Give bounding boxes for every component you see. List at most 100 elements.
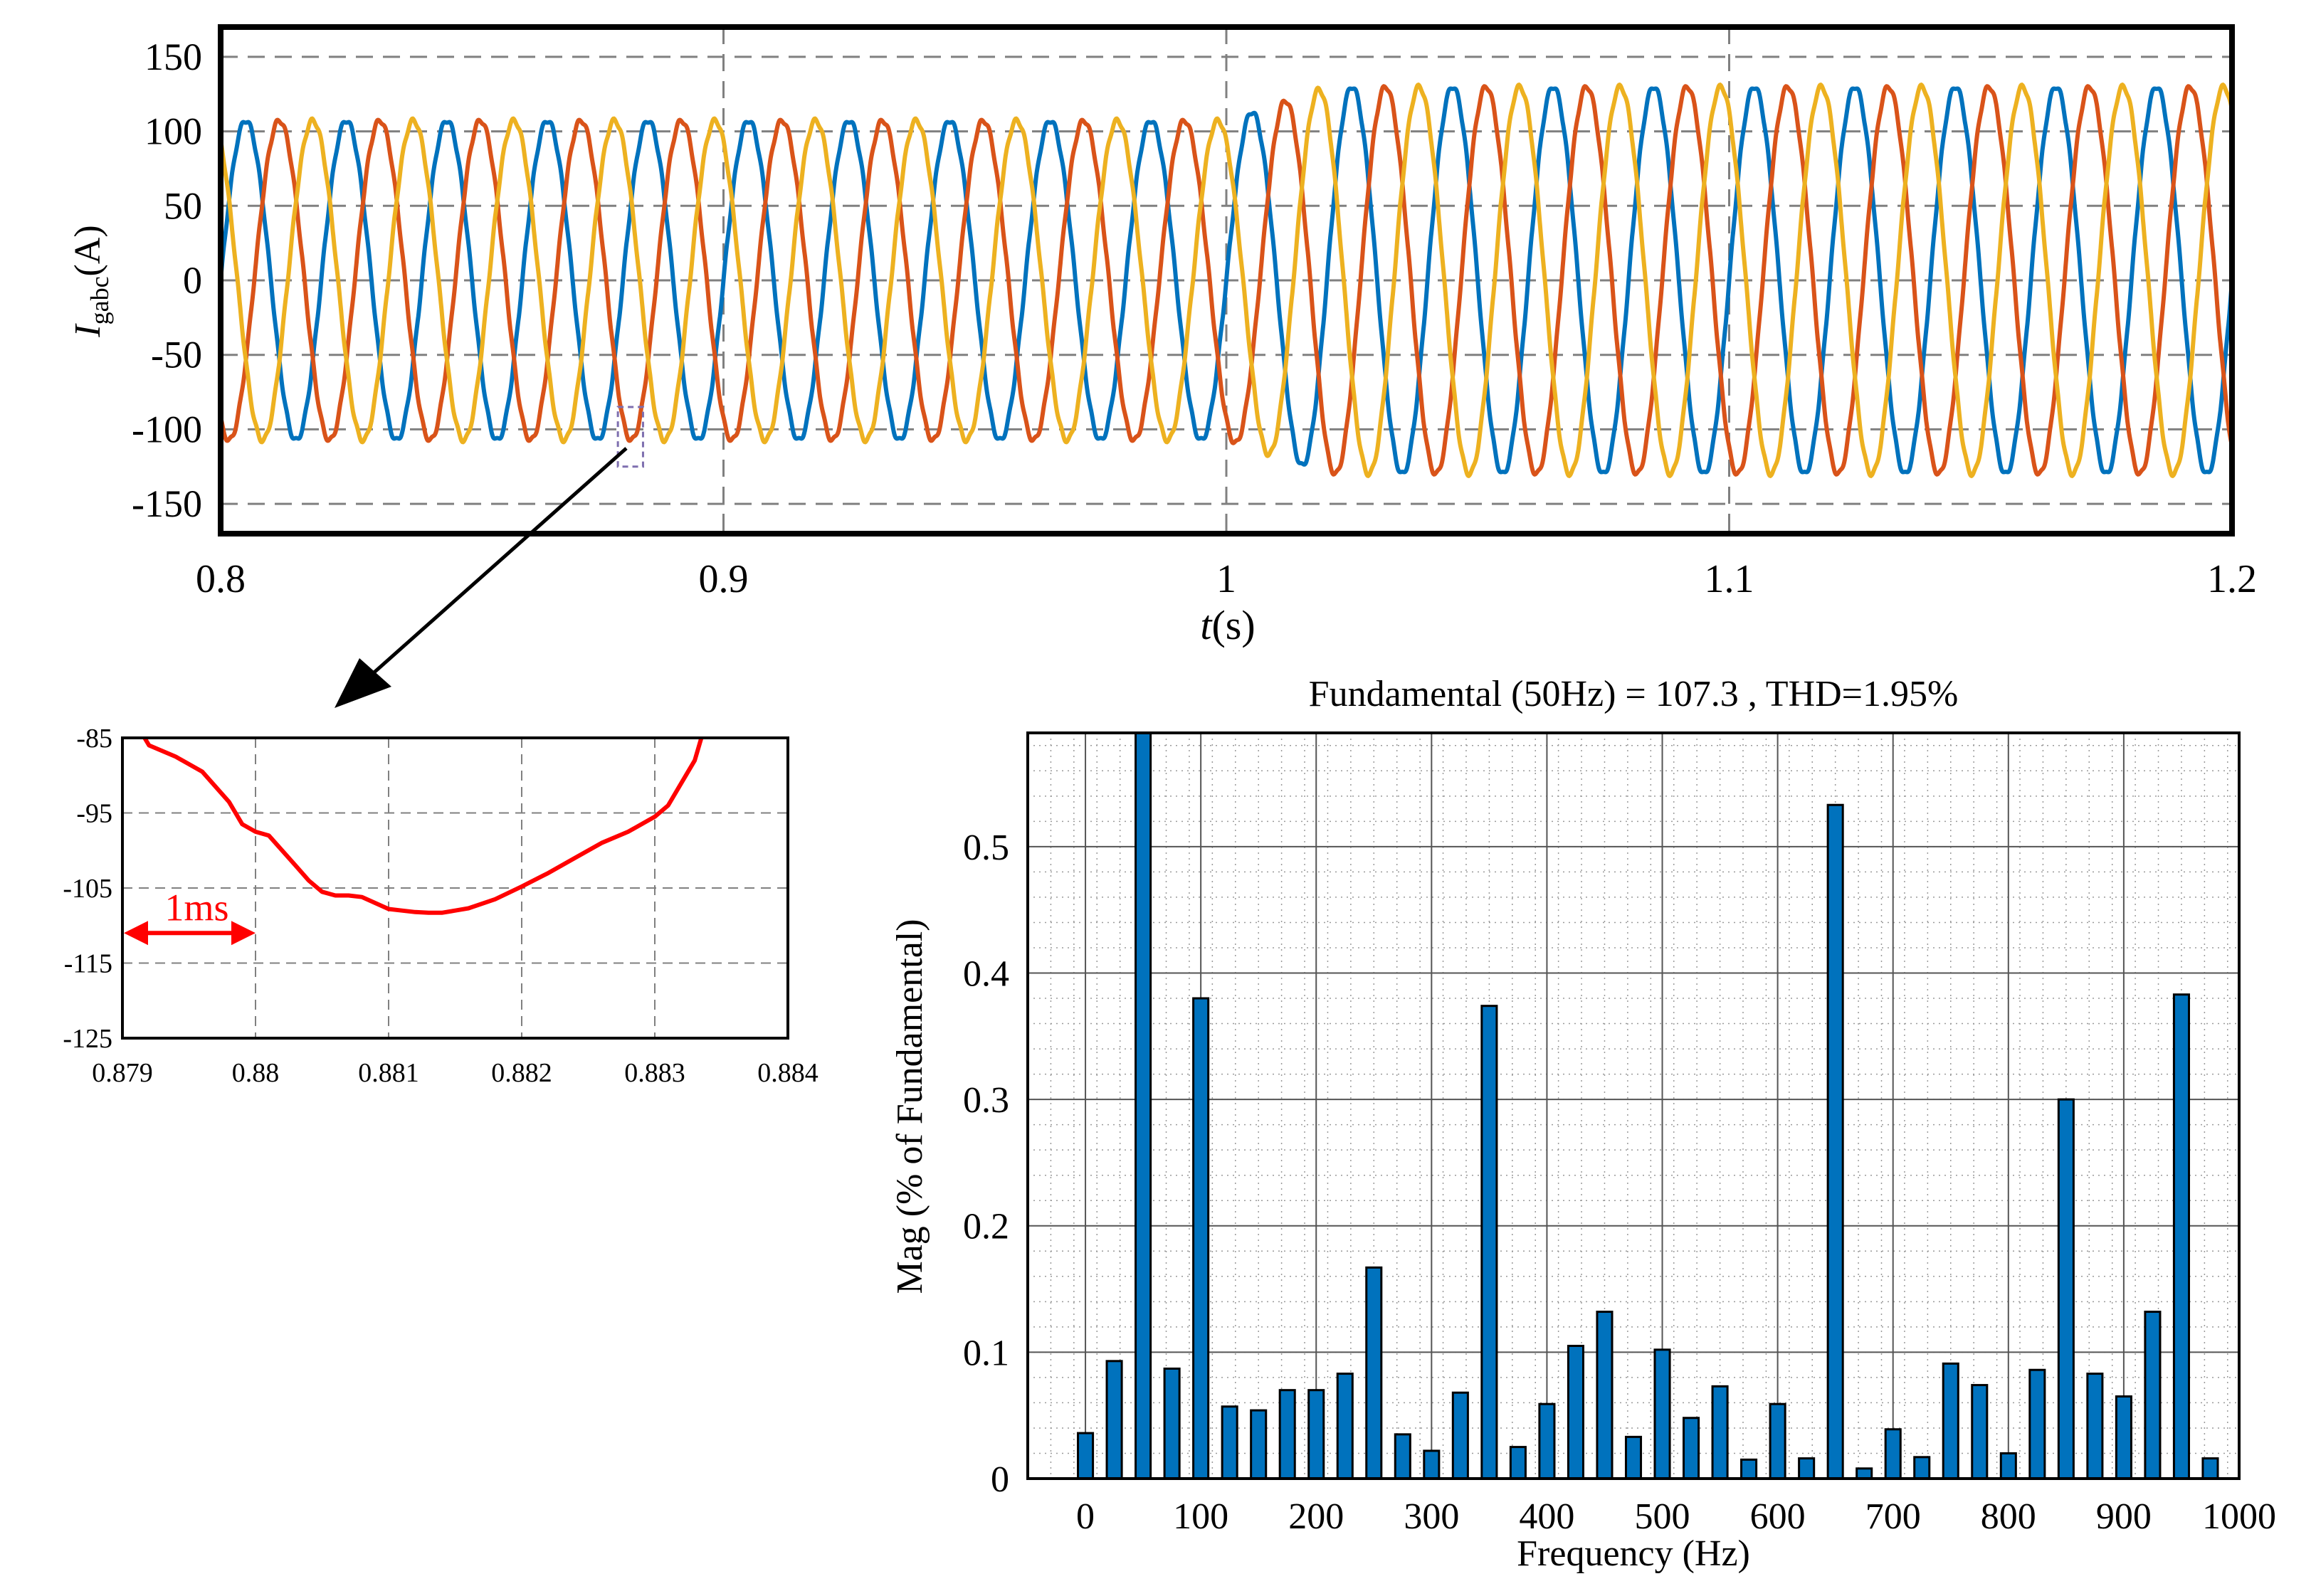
fft-bar [2201,1457,2219,1480]
fft-bar [1999,1452,2017,1480]
time-span-annotation: 1ms [124,886,256,946]
fft-tick-labels: 0 100 200 300 400 500 600 700 800 900 1000 0 0.1 0.2 0… [963,828,2276,1537]
annotation-arrowhead-left [124,921,148,946]
zoom-chart-tick-labels: -85 -95 -105 -115 -125 0.879 0.88 0.881 0.882 0.8… [63,724,818,1088]
fft-x-tick-label: 300 [1404,1496,1459,1537]
fft-bar [1135,731,1152,1480]
main-y-tick-label: -50 [151,334,202,376]
main-x-axis-label: t(s) [1200,602,1255,648]
fft-bar [2086,1373,2104,1480]
zoom-y-tick-label: -95 [76,799,112,829]
main-y-tick-label: -150 [132,482,202,525]
zoom-chart-trace [142,738,704,915]
fft-bar [1278,1389,1296,1480]
main-chart-tick-labels: 150 100 50 0 -50 -100 -150 0.8 0.9 1 1.1 1.2 [132,36,2257,601]
fft-x-tick-label: 200 [1288,1496,1344,1537]
fft-bar [1624,1435,1643,1480]
main-x-tick-label: 1.2 [2207,557,2257,601]
fft-spectrum-chart: Fundamental (50Hz) = 107.3 , THD=1.95% 0… [890,674,2276,1574]
fft-x-tick-label: 500 [1635,1496,1690,1537]
fft-chart-grid [1027,733,2240,1479]
main-y-tick-label: 150 [144,36,202,78]
fft-x-tick-label: 400 [1519,1496,1574,1537]
fft-bar [1769,1402,1786,1480]
main-chart-frame [218,24,2235,537]
fft-bar [1913,1456,1931,1480]
zoom-x-tick-label: 0.882 [491,1058,552,1088]
zoom-chart-grid [122,738,788,1038]
annotation-label: 1ms [164,886,228,929]
fft-y-tick-label: 0.4 [963,953,1009,994]
fft-bar [1307,1389,1325,1480]
fft-bar [1077,1432,1095,1480]
fft-bar [1740,1458,1758,1480]
fft-y-tick-label: 0.5 [963,828,1009,868]
fft-bars [1077,731,2219,1480]
fft-bar [2115,1395,2132,1480]
fft-y-tick-label: 0.2 [963,1207,1009,1247]
fft-y-axis-label: Mag (% of Fundamental) [890,919,930,1294]
zoom-x-tick-label: 0.881 [358,1058,419,1088]
fft-bar [1653,1348,1671,1480]
zoom-chart-frame [121,736,789,1040]
fft-bar [2028,1368,2046,1480]
main-x-tick-label: 0.9 [699,557,749,601]
fft-bar [1826,803,1844,1480]
fft-y-tick-label: 0 [991,1459,1009,1500]
zoom-region-marker [616,406,644,468]
fft-x-tick-label: 0 [1076,1496,1095,1537]
main-y-axis-label: Igabc(A) [68,225,114,337]
fft-bar [1509,1446,1527,1480]
fft-bar [1596,1311,1614,1480]
main-y-tick-label: 0 [183,259,202,302]
main-x-tick-label: 0.8 [196,557,246,601]
fft-bar [1798,1457,1816,1480]
fft-bar [1192,997,1210,1480]
fft-bar [1480,1005,1498,1480]
fft-bar [1451,1391,1469,1480]
zoom-y-tick-label: -105 [63,874,112,904]
current-trace-ib [221,84,2232,477]
fft-bar [1538,1402,1556,1480]
fft-x-tick-label: 700 [1865,1496,1921,1537]
fft-x-tick-label: 800 [1981,1496,2036,1537]
zoomed-current-line [142,738,704,915]
fft-x-axis-label: Frequency (Hz) [1517,1533,1750,1574]
fft-bar [2144,1311,2162,1480]
fft-x-tick-label: 1000 [2202,1496,2276,1537]
fft-bar [1221,1405,1238,1480]
fft-bar [1250,1409,1268,1480]
zoom-x-tick-label: 0.88 [232,1058,280,1088]
fft-bar [2057,1098,2075,1480]
fft-bar [1423,1449,1441,1480]
fft-x-tick-label: 900 [2096,1496,2152,1537]
main-y-tick-label: -100 [132,408,202,450]
zoom-callout-arrow [335,447,628,708]
fft-bar [1971,1384,1989,1480]
fft-bar [1683,1417,1700,1480]
zoom-y-tick-label: -125 [63,1024,112,1054]
fft-bar [1336,1373,1354,1480]
main-y-tick-label: 100 [144,110,202,153]
fft-y-tick-label: 0.1 [963,1333,1009,1373]
zoom-x-tick-label: 0.884 [757,1058,819,1088]
fft-bar [1394,1433,1411,1480]
current-trace-ic [221,82,2232,479]
annotation-arrowhead-right [231,921,256,946]
zoom-x-tick-label: 0.883 [624,1058,685,1088]
zoom-x-tick-label: 0.879 [92,1058,153,1088]
current-trace-ia [221,86,2232,475]
zoom-y-tick-label: -85 [76,724,112,754]
main-x-tick-label: 1.1 [1705,557,1754,601]
fft-bar [1163,1367,1181,1480]
fft-bar [1105,1360,1123,1480]
fft-bar [1856,1467,1873,1480]
main-y-tick-label: 50 [164,184,202,227]
fft-bar [2172,993,2190,1480]
fft-bar [1884,1428,1902,1480]
zoomed-current-chart: 1ms -85 -95 -105 -115 -125 0.879 0.88 0.881 0.88… [63,724,818,1088]
main-x-tick-label: 1 [1216,557,1236,601]
fft-chart-frame [1026,731,2241,1480]
fft-x-tick-label: 100 [1173,1496,1228,1537]
